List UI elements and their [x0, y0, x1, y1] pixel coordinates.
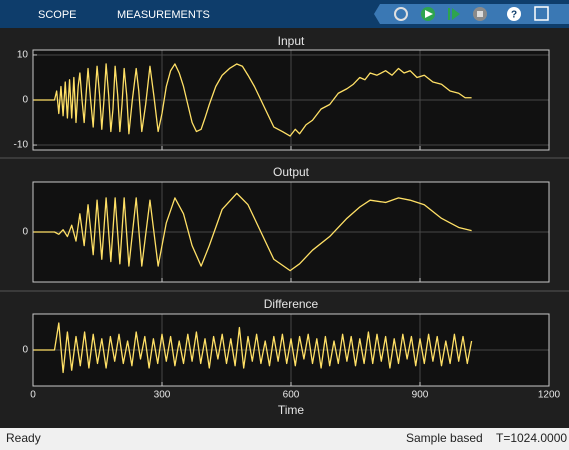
signal-line — [33, 63, 472, 137]
signal-line — [33, 322, 473, 374]
x-tick-label: 900 — [412, 390, 429, 401]
status-mode: Sample based — [406, 431, 483, 445]
y-tick-label: 0 — [22, 95, 28, 106]
settings-icon[interactable] — [394, 7, 408, 21]
step-icon[interactable] — [448, 8, 460, 20]
chart-title: Output — [273, 165, 310, 179]
x-tick-label: 300 — [154, 390, 171, 401]
y-tick-label: 0 — [22, 227, 28, 238]
status-time: T=1024.0000 — [496, 431, 567, 445]
x-tick-label: 600 — [283, 390, 300, 401]
status-bar — [0, 428, 569, 450]
x-tick-label: 0 — [30, 390, 36, 401]
chart-title: Input — [278, 34, 305, 48]
x-axis-label: Time — [278, 403, 305, 417]
charts: Input -10 0 10 Output 0 Difference 0 300 600 900 12… — [14, 34, 561, 417]
y-tick-label: 10 — [17, 50, 29, 61]
undock-icon[interactable] — [534, 6, 549, 21]
toolbar-icons: ? — [394, 6, 549, 21]
plot-frame — [32, 313, 550, 387]
x-tick-label: 1200 — [538, 390, 561, 401]
y-tick-label: 0 — [22, 345, 28, 356]
help-glyph: ? — [511, 10, 517, 21]
plot-frame — [32, 49, 550, 151]
help-icon[interactable] — [507, 7, 521, 21]
tab[interactable]: MEASUREMENTS — [117, 9, 210, 21]
chart-title: Difference — [264, 297, 319, 311]
run-glyph — [425, 10, 433, 18]
signal-line — [33, 192, 472, 272]
tab[interactable]: SCOPE — [38, 9, 77, 21]
y-tick-label: -10 — [14, 140, 29, 151]
toolstrip — [374, 4, 569, 24]
status-text: Ready — [6, 431, 41, 445]
stop-glyph — [477, 11, 483, 17]
plot-frame — [32, 181, 550, 283]
